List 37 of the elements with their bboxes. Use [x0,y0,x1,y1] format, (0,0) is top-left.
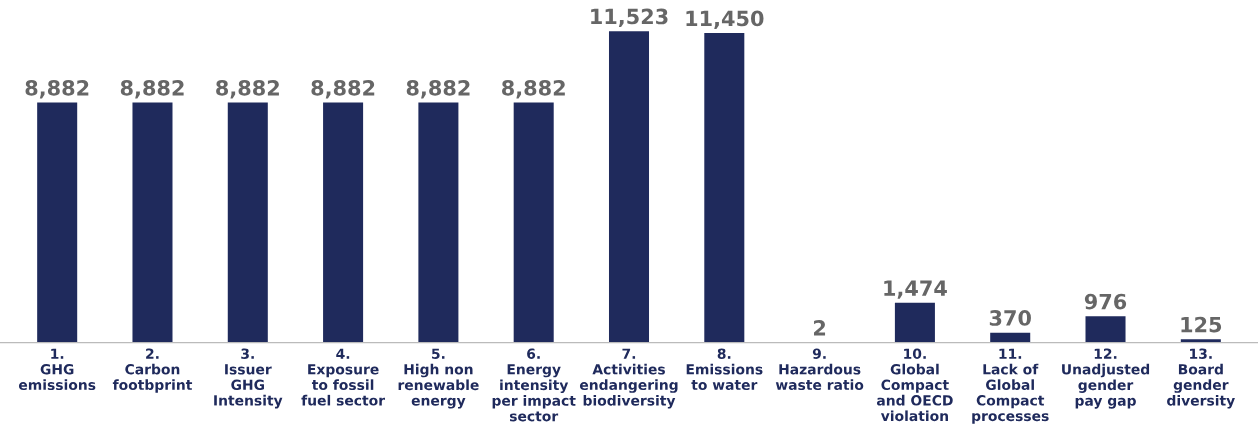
bar [37,102,78,343]
bar [323,102,364,343]
bar [513,102,554,343]
data-label: 8,882 [406,79,470,99]
x-tick-label: 6. Energy intensity per impact sector [492,348,576,422]
x-tick-label: 9. Hazardous waste ratio [775,348,864,391]
data-label: 125 [1181,316,1222,333]
data-label: 11,523 [591,8,668,27]
x-tick-label: 11. Lack of Global Compact processes [972,348,1049,424]
data-label: 8,882 [120,79,184,99]
x-tick-label: 1. GHG emissions [18,348,96,391]
data-label: 8,882 [311,79,375,99]
bar [132,102,173,343]
bar [704,33,745,343]
x-tick-label: 4. Exposure to fossil fuel sector [301,348,385,406]
data-label: 8,882 [502,79,565,99]
x-tick-label: 3. Issuer GHG Intensity [214,348,283,409]
bar [894,302,935,343]
x-tick-label: 12. Unadjusted gender pay gap [1062,348,1150,409]
data-label: 2 [814,320,826,336]
data-label: 8,882 [25,79,89,99]
bar [418,102,459,343]
data-label: 976 [1084,293,1127,310]
x-tick-label: 10. Global Compact and OECD violation [876,348,953,422]
data-label: 8,882 [216,79,279,99]
x-tick-label: 13. Board gender diversity [1167,348,1235,409]
x-tick-label: 8. Emissions to water [686,348,763,391]
data-label: 370 [989,310,1031,326]
x-tick-label: 5. High non renewable energy [398,348,479,409]
x-tick-label: 2. Carbon footbprint [112,348,193,393]
bar [990,332,1031,343]
data-label: 1,474 [884,280,947,299]
bar [227,102,268,343]
data-label: 11,450 [686,10,764,29]
bar [608,31,650,343]
x-tick-label: 7. Activities endangering biodiversity [579,348,678,409]
bar [1085,316,1126,343]
